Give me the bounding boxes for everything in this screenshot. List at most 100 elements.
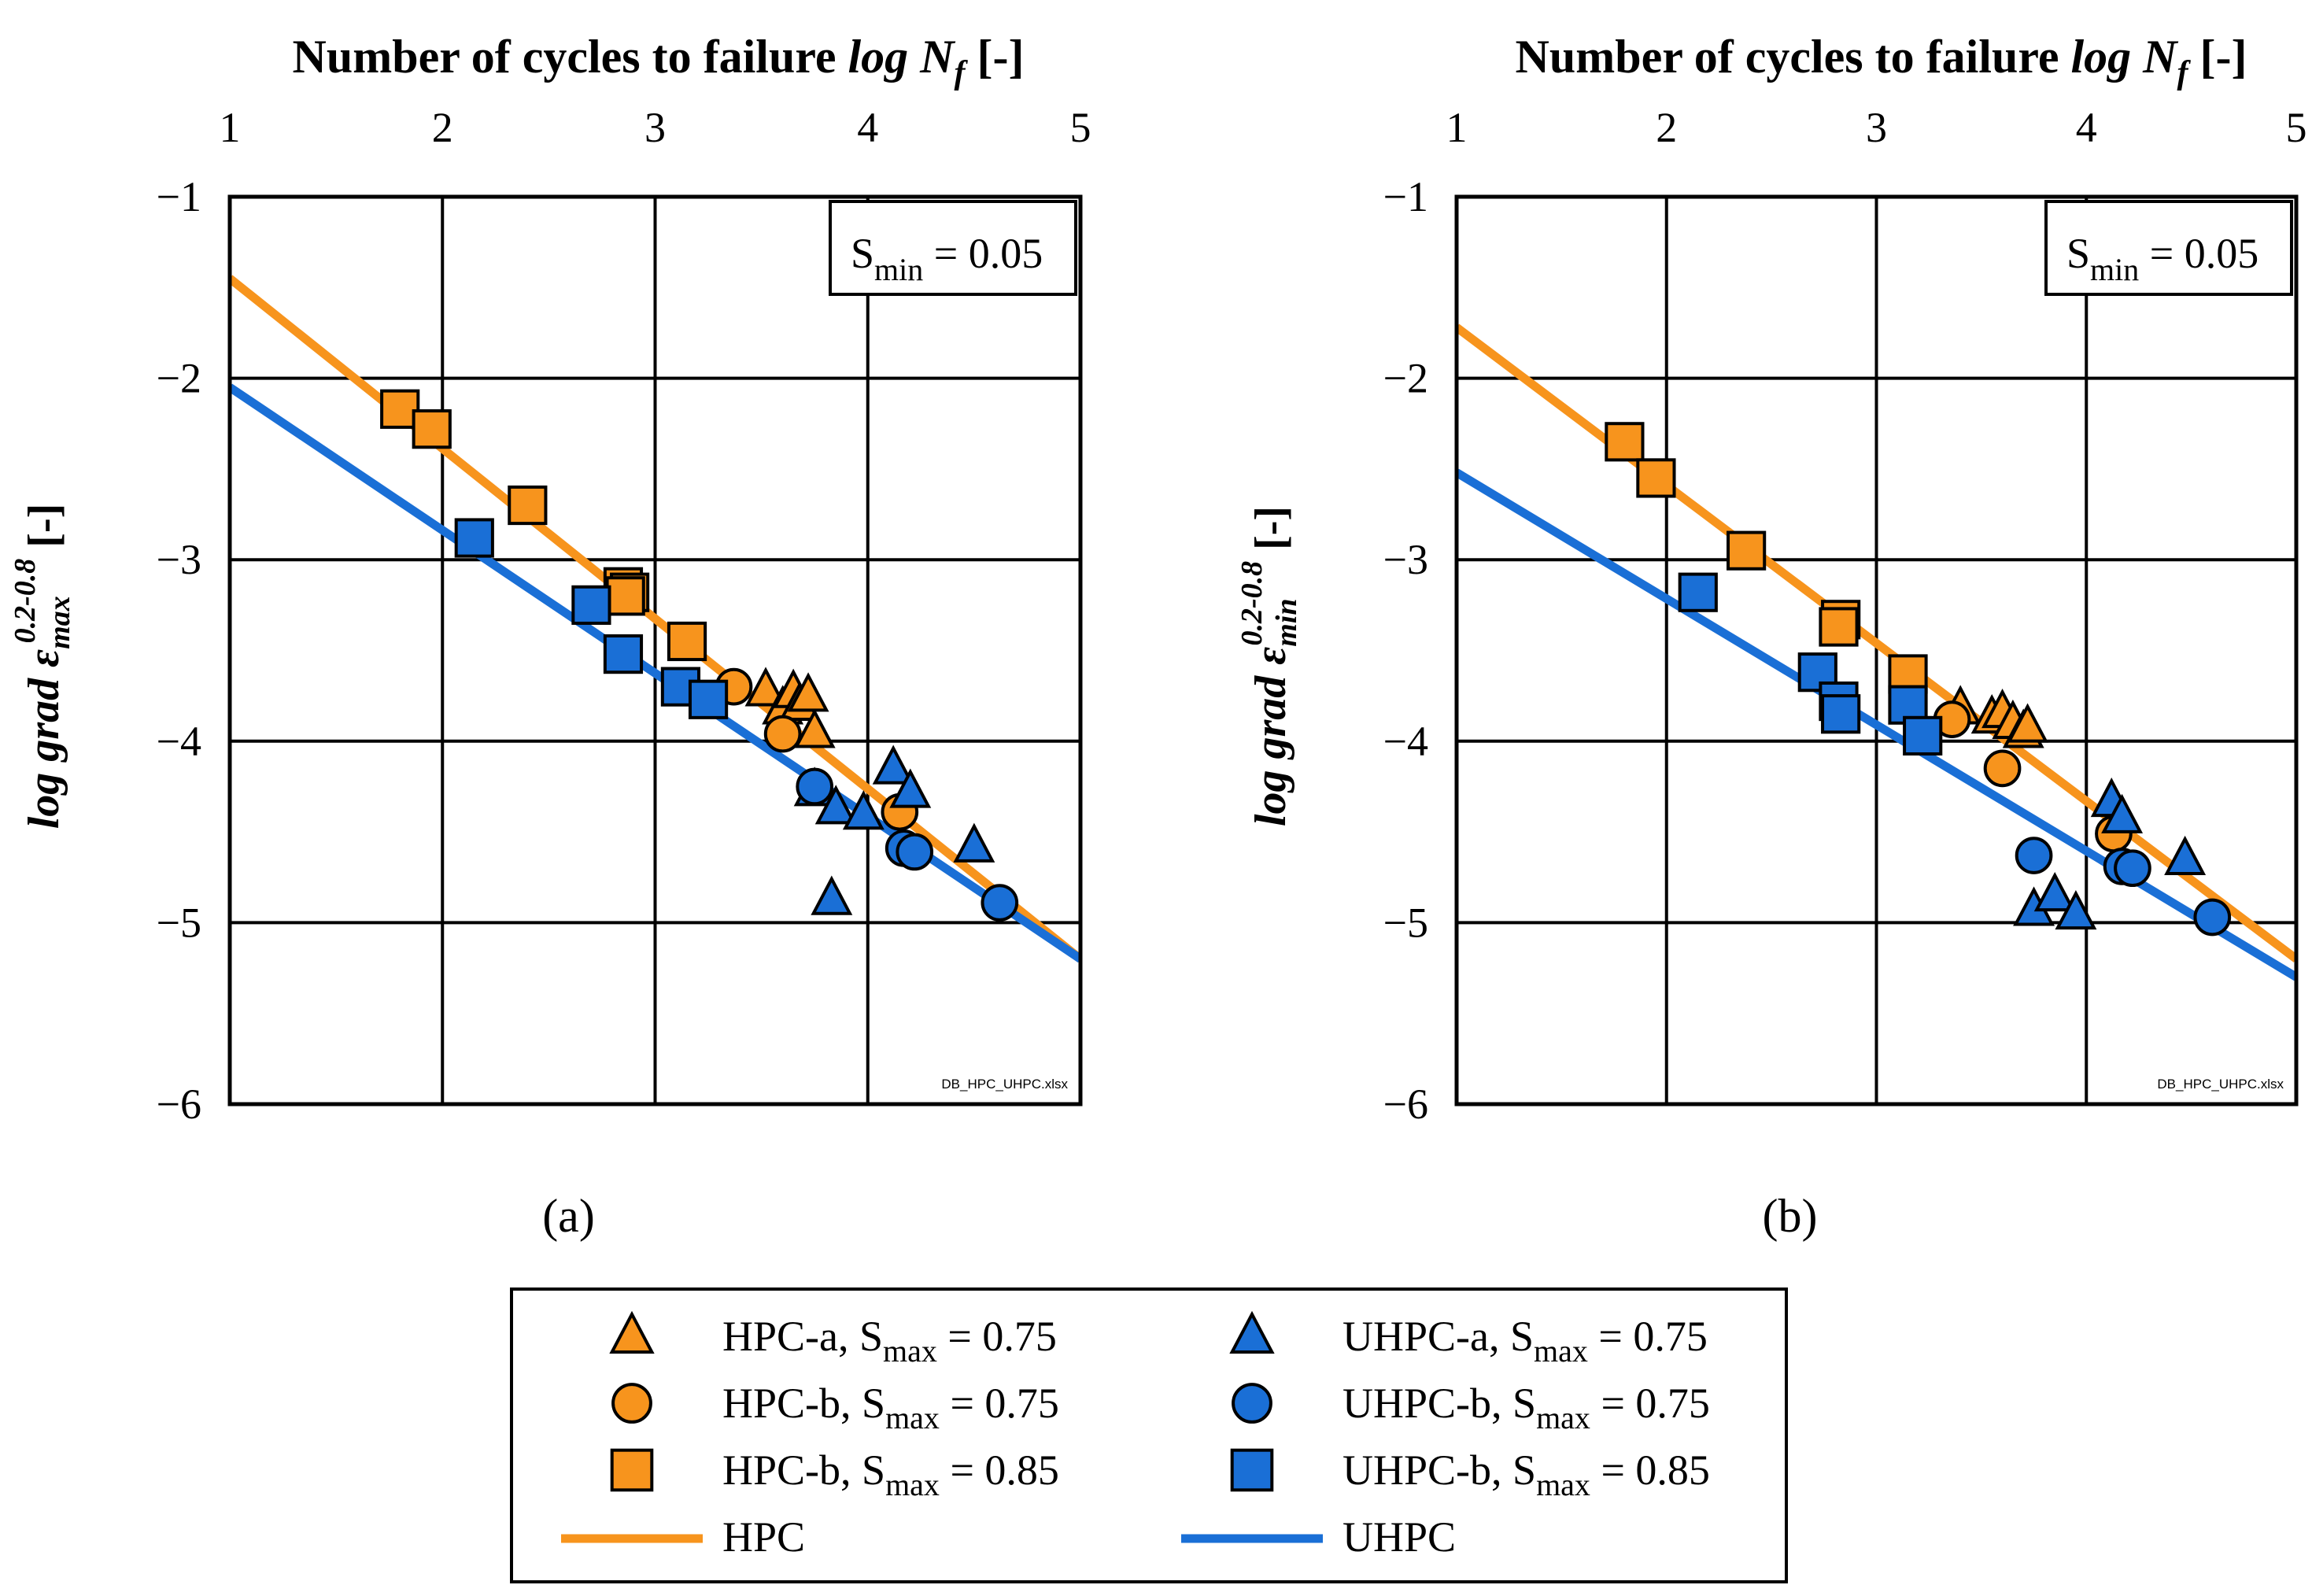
y-tick-label: −1	[157, 173, 201, 220]
x-tick-label: 2	[1656, 104, 1677, 151]
text-part: = 0.75	[1590, 1380, 1710, 1427]
data-point-uhpc-b-0-85-4	[688, 679, 729, 719]
text-part: S	[2066, 230, 2090, 277]
text-part: min	[1270, 599, 1303, 647]
text-part: Number of cycles to failure	[1516, 31, 2071, 83]
plot-frame	[1454, 194, 2299, 1106]
legend-label: HPC	[722, 1513, 805, 1561]
panel-label: (a)	[542, 1190, 595, 1242]
data-point-hpc-b-0-85-1	[1636, 458, 1676, 498]
text-part: min	[874, 252, 923, 287]
text-part: [-]	[2188, 31, 2247, 83]
y-axis-title: log grad εmax0.2-0.8 [-]	[9, 504, 76, 829]
data-point-hpc-b-0-85-4	[1819, 607, 1859, 647]
data-point-hpc-a-0	[744, 667, 787, 707]
data-point-hpc-b-0-75-1	[1983, 749, 2022, 788]
legend-label: UHPC-b, Smax = 0.75	[1343, 1380, 1710, 1435]
smin-annotation: Smin = 0.05	[2066, 230, 2258, 287]
data-point-uhpc-b-0-85-5	[1903, 715, 1943, 756]
text-part: HPC-b, S	[722, 1380, 885, 1427]
legend-marker-triangle	[609, 1310, 655, 1354]
data-point-hpc-b-0-85-6	[667, 621, 707, 662]
legend-label: UHPC-a, Smax = 0.75	[1343, 1313, 1708, 1369]
chart-panel-b: Smin = 0.05 DB_HPC_UHPC.xlsx 1 2 3 4 5 −1 −2 −3 −4…	[1235, 31, 2307, 1242]
data-point-uhpc-a-4	[2101, 793, 2144, 833]
file-label: DB_HPC_UHPC.xlsx	[2157, 1077, 2284, 1092]
y-tick-label: −6	[157, 1081, 201, 1128]
y-tick-label: −5	[1383, 899, 1428, 946]
data-point-uhpc-b-0-75-2	[896, 833, 934, 871]
text-part: = 0.75	[1588, 1313, 1708, 1360]
x-tick-label: 5	[2286, 104, 2307, 151]
y-tick-label: −2	[157, 355, 201, 402]
fit-line-hpc	[1457, 323, 2296, 962]
text-part: HPC-b, S	[722, 1446, 885, 1494]
text-part: = 0.85	[940, 1446, 1059, 1494]
legend-marker-square	[610, 1448, 654, 1492]
text-part: max	[883, 1333, 937, 1369]
text-part: f	[2177, 55, 2192, 91]
text-part: = 0.05	[2139, 230, 2258, 277]
legend-label: UHPC-b, Smax = 0.85	[1343, 1446, 1710, 1502]
data-point-uhpc-a-4	[889, 768, 932, 808]
text-part: max	[1536, 1467, 1590, 1502]
y-tick-label: −3	[1383, 536, 1428, 583]
data-point-uhpc-a-1	[2033, 871, 2076, 912]
text-part: HPC-a, S	[722, 1313, 883, 1360]
legend-marker-circle	[611, 1383, 652, 1424]
legend-marker-square	[1230, 1448, 1274, 1492]
text-part: log N	[2071, 31, 2180, 83]
data-point-uhpc-a-2	[842, 790, 885, 830]
legend-label: HPC-b, Smax = 0.75	[722, 1380, 1059, 1435]
data-point-uhpc-b-0-85-0	[454, 518, 494, 558]
x-tick-label: 4	[857, 104, 878, 151]
data-point-uhpc-b-0-85-0	[1678, 572, 1718, 612]
text-part: = 0.85	[1590, 1446, 1710, 1494]
x-tick-label: 4	[2076, 104, 2097, 151]
legend-label: UHPC	[1343, 1513, 1456, 1561]
data-point-uhpc-b-0-85-1	[571, 585, 611, 625]
data-point-uhpc-b-0-85-3	[1821, 694, 1861, 734]
text-part: UHPC	[1343, 1513, 1456, 1561]
legend-marker-triangle	[1229, 1310, 1275, 1354]
text-part: [-]	[20, 504, 68, 559]
y-tick-label: −3	[157, 536, 201, 583]
y-tick-label: −5	[157, 899, 201, 946]
data-point-hpc-a-4	[787, 672, 829, 712]
smin-box	[2044, 200, 2293, 296]
data-point-uhpc-a-3	[872, 744, 914, 785]
text-part: log grad ε	[1246, 647, 1295, 826]
panel-label: (b)	[1763, 1190, 1818, 1242]
plot-area	[230, 275, 1080, 963]
text-part: max	[1536, 1400, 1590, 1435]
fit-line-hpc	[230, 275, 1080, 962]
text-part: max	[1534, 1333, 1588, 1369]
data-point-uhpc-b-0-75-2	[2114, 849, 2151, 888]
data-point-hpc-b-0-85-2	[508, 485, 548, 526]
x-axis-title: Number of cycles to failure log Nf [-]	[293, 31, 1025, 91]
data-point-hpc-b-0-85-2	[1727, 530, 1767, 571]
chart-panel-a: Smin = 0.05 DB_HPC_UHPC.xlsx 1 2 3 4 5 −1 −2 −3 −4…	[9, 31, 1091, 1242]
data-point-hpc-a-5	[793, 708, 836, 748]
legend-box	[510, 1288, 1788, 1583]
text-part: 0.2-0.8	[9, 559, 42, 644]
x-axis-title: Number of cycles to failure log Nf [-]	[1516, 31, 2247, 91]
text-part: = 0.75	[937, 1313, 1057, 1360]
text-part: log N	[848, 31, 957, 83]
data-point-uhpc-a-5	[953, 822, 995, 863]
y-tick-label: −1	[1383, 173, 1428, 220]
data-point-uhpc-a-1	[814, 785, 857, 825]
text-part: f	[955, 55, 969, 91]
smin-box	[829, 200, 1077, 296]
legend-label: HPC-a, Smax = 0.75	[722, 1313, 1057, 1369]
text-part: HPC	[722, 1513, 805, 1561]
fit-line-uhpc	[1457, 468, 2296, 981]
x-tick-label: 5	[1070, 104, 1091, 151]
x-tick-label: 3	[644, 104, 666, 151]
plot-frame	[227, 194, 1083, 1106]
data-point-uhpc-b-0-75-3	[2193, 898, 2232, 937]
y-axis-title: log grad εmin0.2-0.8 [-]	[1235, 506, 1303, 826]
text-part: log grad ε	[20, 649, 68, 829]
text-part: S	[851, 230, 874, 277]
